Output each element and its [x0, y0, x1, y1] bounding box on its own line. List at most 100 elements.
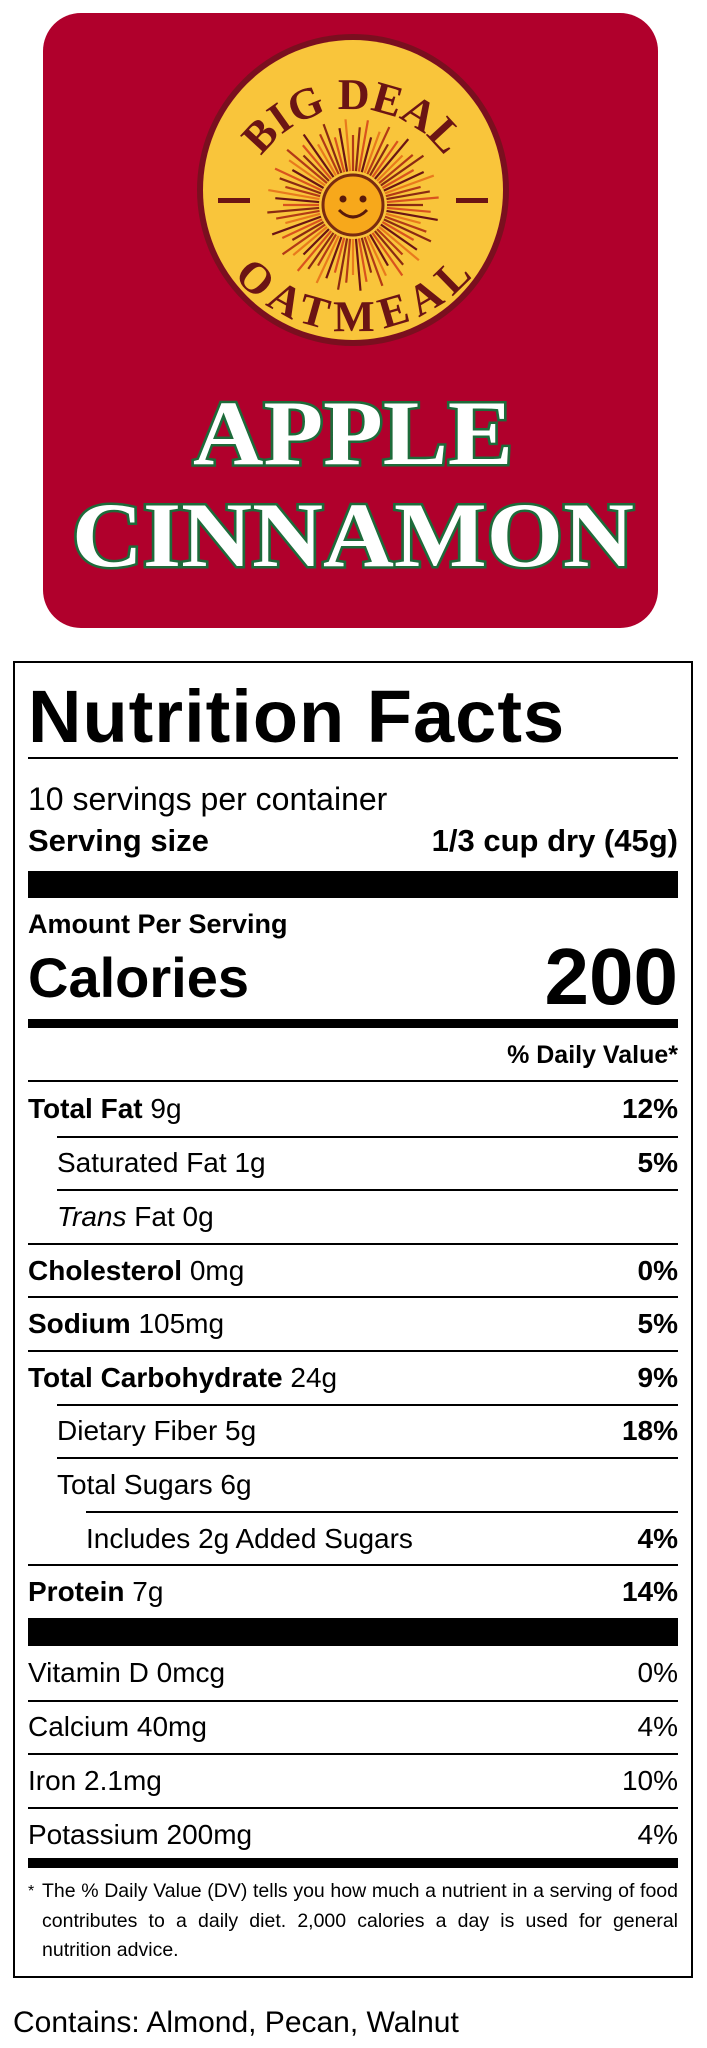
ray	[354, 127, 361, 172]
ray	[384, 174, 435, 195]
ray	[383, 218, 432, 243]
ray	[357, 238, 368, 283]
ray	[336, 238, 349, 290]
ray	[268, 188, 320, 201]
ray	[279, 177, 322, 195]
nutrient-row: Protein 7g 14%	[28, 1564, 678, 1618]
ray	[281, 223, 326, 256]
footnote-text: The % Daily Value (DV) tells you how muc…	[42, 1880, 678, 1961]
logo-eye	[339, 195, 347, 203]
nutrient-rows: Total Fat 9g 12% Saturated Fat 1g 5% Trans…	[28, 1082, 678, 1618]
servings: 10 servings per container	[28, 781, 388, 817]
logo-bar	[456, 198, 488, 203]
label: Protein	[28, 1576, 125, 1608]
ray	[378, 154, 414, 184]
label: Includes 2g Added Sugars	[86, 1522, 413, 1554]
amount: 0g	[182, 1200, 214, 1232]
calories: Calories 200	[28, 932, 678, 1021]
ray	[360, 237, 373, 273]
ray	[369, 143, 389, 177]
ray	[267, 206, 320, 214]
vitamin-row: Potassium 200mg 4%	[28, 1806, 678, 1861]
flavor-line: CINNAMON	[72, 484, 634, 586]
ray	[319, 133, 340, 175]
serving-size: Serving size 1/3 cup dry (45g)	[28, 821, 678, 861]
label-prefix: Trans	[57, 1200, 127, 1232]
rule	[28, 757, 678, 759]
dv: 14%	[621, 1576, 678, 1608]
ray	[322, 123, 343, 174]
serving-size-label: Serving size	[28, 823, 209, 858]
logo-rays	[267, 119, 439, 291]
ray	[366, 235, 387, 277]
ray	[384, 215, 427, 233]
dv: 12%	[621, 1092, 678, 1124]
vitamin-rows: Vitamin D 0mcg 0% Calcium 40mg 4% Iron 2.1…	[28, 1646, 678, 1860]
nutrition-panel: Nutrition Facts 10 servings per containe…	[13, 661, 693, 1978]
thick-rule	[28, 871, 678, 898]
amount: 0mg	[189, 1254, 245, 1286]
ray	[374, 230, 404, 266]
product-header: BIG DEAL OATMEAL APPLE CINNAMON	[43, 13, 658, 628]
footnote: * The % Daily Value (DV) tells you how m…	[28, 1877, 678, 1966]
thick-rule	[28, 1019, 678, 1028]
panel-title: Nutrition Facts	[28, 675, 566, 758]
ray	[302, 154, 330, 182]
ray	[275, 209, 320, 220]
ray	[281, 218, 323, 239]
label: Cholesterol	[28, 1254, 183, 1286]
vitamin-row: Vitamin D 0mcg 0%	[28, 1646, 678, 1700]
dv: 5%	[637, 1147, 678, 1179]
rule	[28, 1080, 678, 1082]
label: Sodium	[28, 1308, 131, 1340]
ray	[292, 226, 328, 256]
label: Iron 2.1mg	[28, 1764, 162, 1796]
label: Potassium 200mg	[28, 1818, 253, 1850]
thick-rule	[28, 1858, 678, 1868]
calories-value: 200	[544, 932, 678, 1021]
ray	[357, 120, 370, 172]
dv: 0%	[637, 1254, 678, 1286]
ray	[317, 233, 337, 267]
ray	[315, 235, 340, 284]
nutrient-row: Cholesterol 0mg 0%	[28, 1242, 678, 1297]
ray	[333, 137, 346, 173]
ray	[385, 212, 421, 225]
ray	[366, 126, 391, 175]
dv: 0%	[637, 1656, 678, 1688]
ray	[376, 154, 404, 182]
ray	[296, 230, 332, 272]
ray	[291, 221, 325, 241]
ray	[285, 185, 321, 198]
ray	[302, 133, 335, 178]
ray	[338, 127, 349, 172]
logo-bar	[218, 198, 250, 203]
ray	[333, 237, 346, 273]
nutrient-row: Saturated Fat 1g 5%	[57, 1135, 678, 1190]
ray	[383, 171, 425, 192]
amount: 24g	[290, 1361, 338, 1393]
logo-eye	[359, 195, 367, 203]
nutrient-row: Dietary Fiber 5g 18%	[57, 1403, 678, 1458]
ray	[307, 232, 335, 270]
dv: 4%	[637, 1711, 678, 1743]
amount-per-serving: Amount Per Serving	[28, 909, 288, 939]
flavor-line: APPLE	[193, 382, 513, 484]
ray	[386, 190, 431, 201]
ray	[374, 138, 410, 180]
allergens: Contains: Almond, Pecan, Walnut	[13, 2006, 459, 2039]
daily-value-header: % Daily Value*	[507, 1041, 678, 1069]
label: Vitamin D 0mcg	[28, 1656, 226, 1688]
ray	[286, 148, 328, 184]
ray	[371, 232, 404, 277]
amount: 6g	[220, 1468, 252, 1500]
ray	[302, 144, 332, 180]
ray	[380, 223, 418, 251]
label: Fat	[134, 1200, 175, 1232]
footnote-mark: *	[28, 1883, 35, 1900]
ray	[345, 238, 352, 283]
ray	[369, 233, 389, 267]
ray	[376, 228, 404, 256]
thick-rule	[28, 1618, 678, 1646]
